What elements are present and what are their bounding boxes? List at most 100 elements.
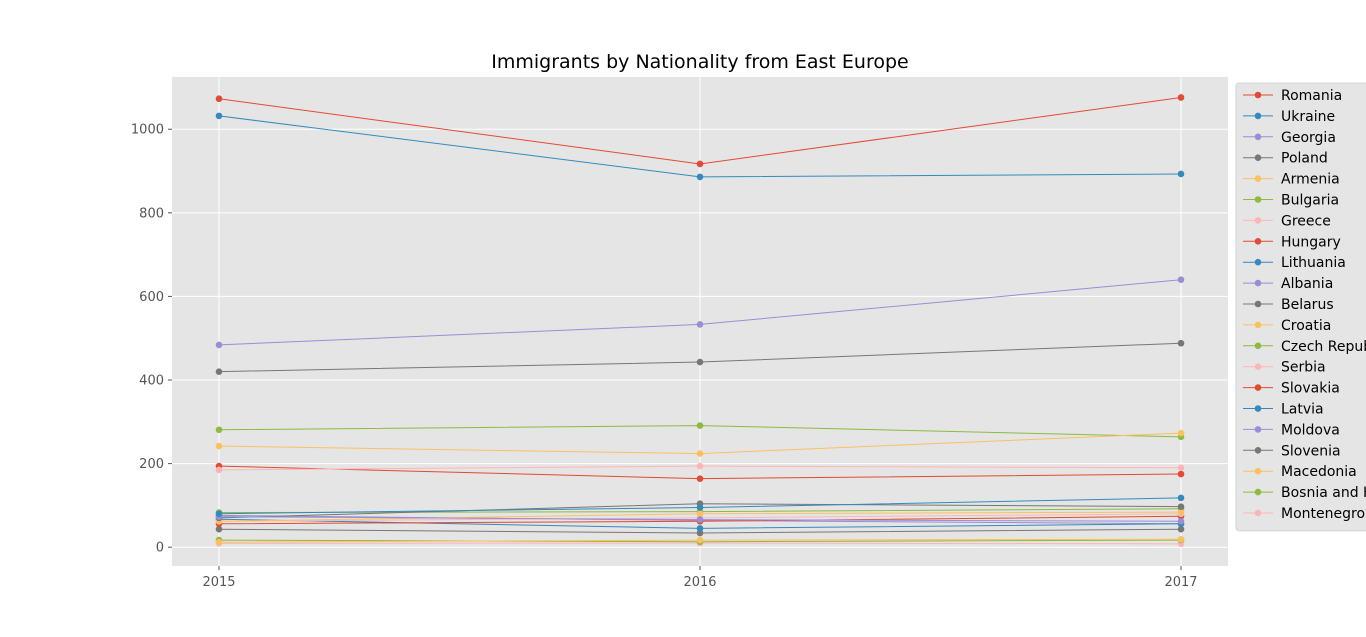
data-point [1177,508,1185,516]
legend-marker [1254,509,1262,517]
legend-label: Armenia [1281,172,1340,188]
legend-frame [1235,82,1366,532]
data-point [696,536,704,544]
data-point [1177,339,1185,347]
data-point [215,95,223,103]
data-point [696,475,704,482]
legend-marker [1254,133,1262,141]
series-romania [215,94,1185,168]
legend-label: Slovakia [1281,381,1340,397]
data-point [1177,535,1185,543]
x-tick-label: 2016 [683,575,716,590]
legend-label: Lithuania [1281,255,1346,271]
data-point [215,525,223,533]
legend-label: Latvia [1281,402,1324,418]
series-lithuania [215,494,1185,518]
legend-label: Moldova [1281,422,1340,438]
legend-label: Ukraine [1281,109,1335,125]
x-axis: 2015 2016 2017 [202,566,1198,590]
y-tick-label: 200 [139,457,164,472]
data-point [696,504,704,511]
legend: Romania Ukraine Georgia Poland Armenia Bulgar… [1235,82,1366,532]
legend-label: Albania [1281,276,1333,292]
legend-item: Poland [1243,151,1328,167]
data-point [696,529,704,537]
legend-item: Belarus [1243,297,1334,313]
data-point [1177,525,1185,533]
legend-marker [1254,405,1262,412]
series-poland [215,339,1185,375]
data-point [215,442,223,450]
data-point [696,321,704,328]
y-tick-label: 400 [139,374,164,389]
data-point [1177,494,1185,502]
data-point [696,422,704,429]
data-point [1177,170,1185,178]
legend-label: Serbia [1281,360,1326,376]
legend-label: Romania [1281,88,1342,104]
data-point [1177,517,1185,525]
legend-marker [1254,300,1262,308]
legend-label: Croatia [1281,318,1331,334]
series-armenia [215,429,1185,457]
series-lines [215,94,1185,548]
legend-marker [1254,91,1262,99]
legend-label: Czech Republic [1281,339,1366,355]
legend-marker [1254,342,1262,350]
legend-label: Belarus [1281,297,1334,313]
series-georgia [215,276,1185,349]
legend-marker [1254,363,1262,371]
legend-label: Greece [1281,213,1331,229]
x-tick-label: 2017 [1164,575,1197,590]
data-point [1177,470,1185,478]
legend-item: Croatia [1243,318,1331,334]
data-point [215,510,223,518]
series-slovenia [215,525,1185,537]
x-tick-label: 2015 [202,575,235,590]
y-tick-label: 0 [156,541,164,556]
legend-label: Bosnia and Herzegovina [1281,485,1366,501]
legend-label: Hungary [1281,234,1341,250]
series-greece [215,462,1185,474]
legend-label: Montenegro [1281,506,1365,522]
data-point [1177,429,1185,437]
legend-item: Macedonia [1243,464,1357,480]
legend-item: Latvia [1243,402,1324,418]
data-point [696,358,704,366]
data-point [1177,94,1185,101]
legend-marker [1254,426,1262,433]
data-point [696,160,704,168]
data-point [215,368,223,375]
legend-item: Albania [1243,276,1333,292]
legend-item: Bosnia and Herzegovina [1243,485,1366,501]
legend-label: Georgia [1281,130,1336,146]
legend-marker [1254,238,1262,245]
data-point [215,466,223,474]
chart-title: Immigrants by Nationality from East Euro… [491,51,908,73]
legend-item: Czech Republic [1243,339,1366,355]
legend-item: Georgia [1243,130,1336,146]
y-axis: 0 200 400 600 800 1000 [131,123,172,556]
legend-item: Slovakia [1243,381,1340,397]
legend-item: Serbia [1243,360,1326,376]
legend-marker [1254,154,1262,161]
legend-marker [1254,175,1262,182]
data-point [215,112,223,120]
data-point [696,525,704,532]
data-point [1177,464,1185,472]
legend-item: Moldova [1243,422,1340,438]
legend-marker [1254,112,1262,120]
series-ukraine [215,112,1185,181]
legend-label: Slovenia [1281,443,1341,459]
legend-marker [1254,488,1262,496]
series-macedonia [215,535,1185,546]
legend-marker [1254,258,1262,266]
data-point [696,510,704,518]
data-point [215,538,223,546]
legend-marker [1254,447,1262,454]
data-point [696,173,704,181]
legend-item: Greece [1243,213,1331,229]
y-tick-label: 600 [139,290,164,305]
legend-item: Montenegro [1243,506,1365,522]
data-point [696,516,704,523]
